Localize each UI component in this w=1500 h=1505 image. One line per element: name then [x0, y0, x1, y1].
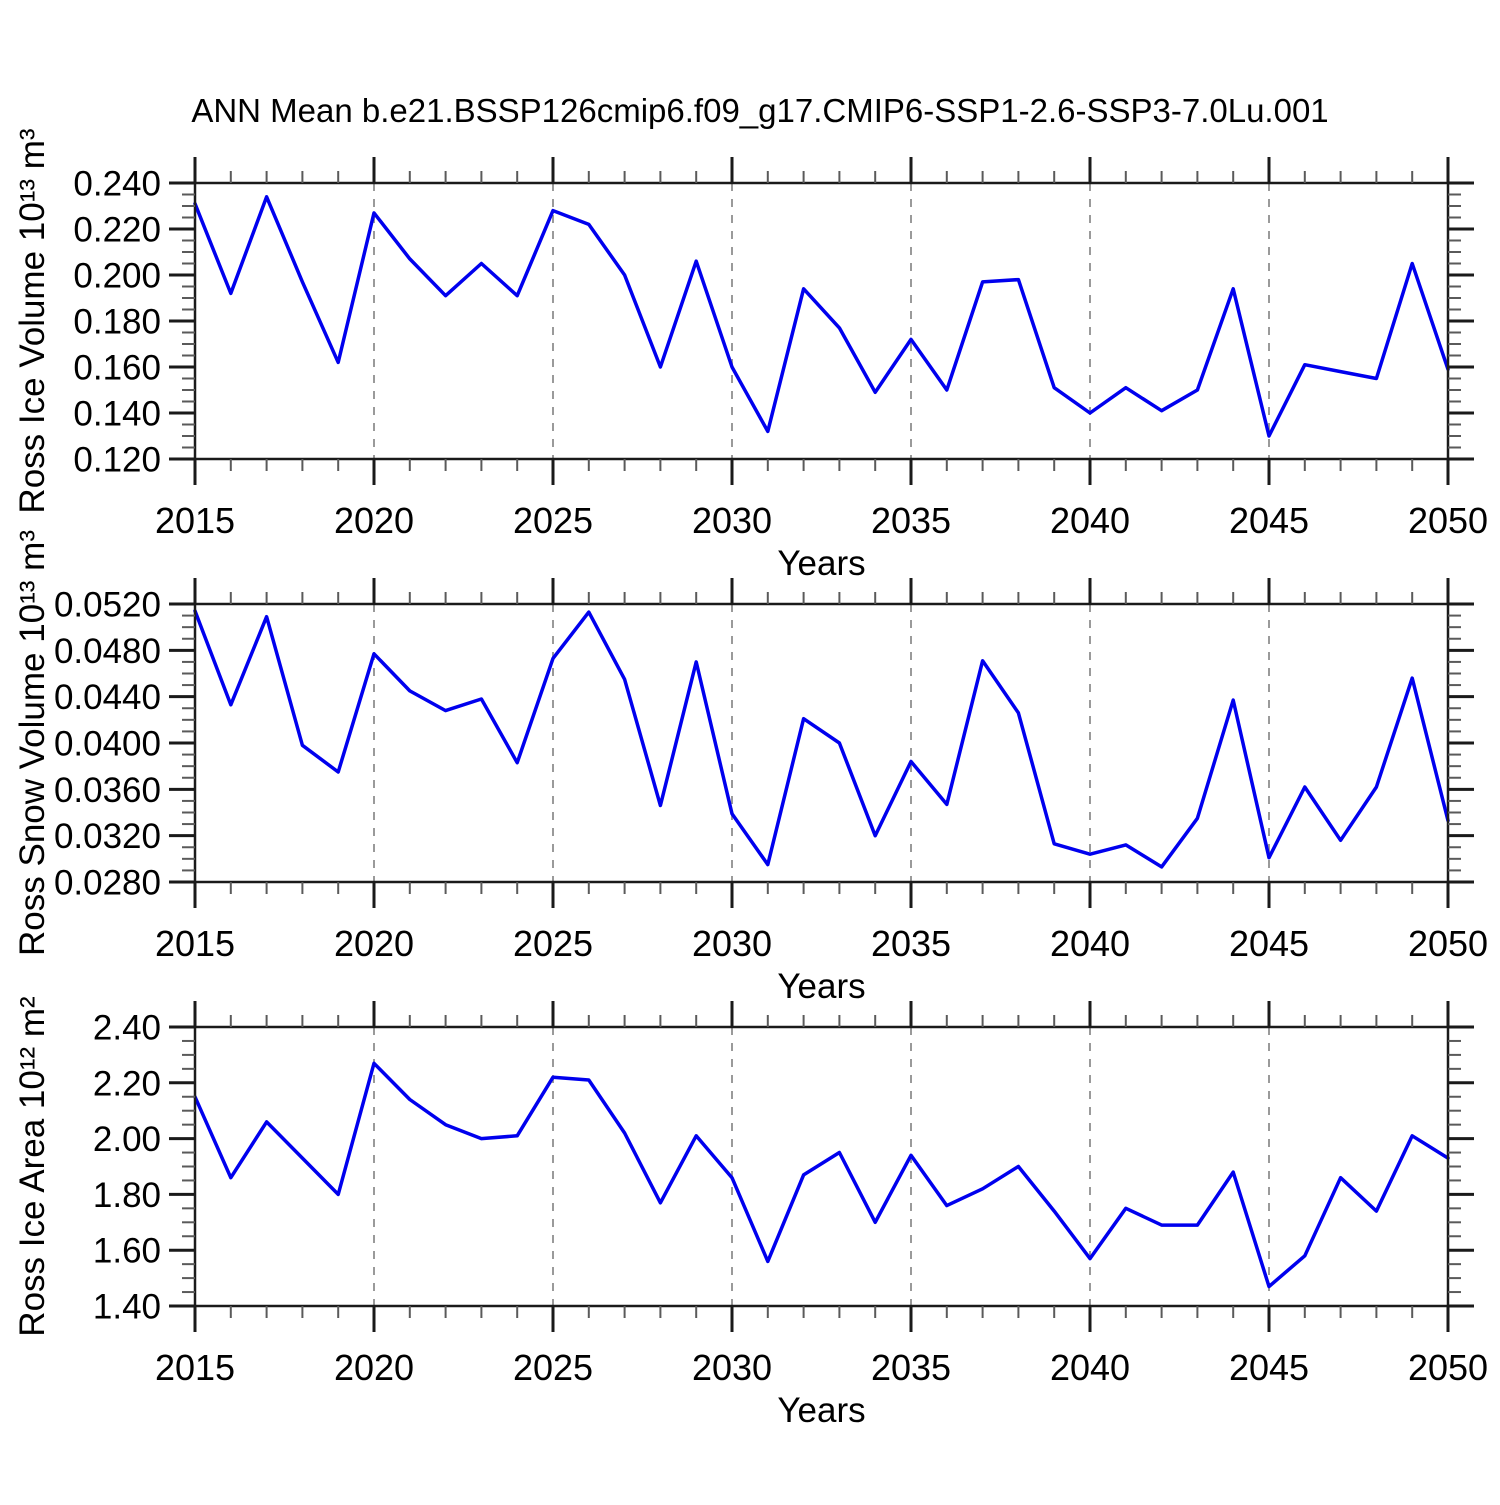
x-tick-labels-group: 2015 2020 2025 2030 2035 2040 2045 2050 — [155, 1347, 1488, 1388]
y-tick-label: 1.80 — [93, 1176, 161, 1215]
x-tick-label: 2050 — [1408, 923, 1488, 964]
y-tick-label: 0.0320 — [54, 817, 161, 856]
y-tick-label: 0.0440 — [54, 678, 161, 717]
x-tick-label: 2035 — [871, 923, 951, 964]
y-tick-label: 2.00 — [93, 1120, 161, 1159]
x-tick-label: 2045 — [1229, 923, 1309, 964]
gridlines-group — [373, 1027, 1270, 1306]
x-tick-label: 2040 — [1050, 500, 1130, 541]
y-tick-label: 0.160 — [73, 349, 161, 388]
y-ticks-group — [169, 1025, 1474, 1308]
x-tick-labels-group: 2015 2020 2025 2030 2035 2040 2045 2050 — [155, 923, 1488, 964]
x-axis-label: Years — [777, 967, 865, 1006]
y-axis-label: Ross Snow Volume 10¹³ m³ — [13, 530, 52, 956]
x-ticks-group — [193, 578, 1450, 908]
x-tick-label: 2025 — [513, 500, 593, 541]
x-tick-label: 2035 — [871, 500, 951, 541]
gridlines-group — [373, 183, 1270, 459]
y-tick-label: 0.200 — [73, 257, 161, 296]
plot-frame — [193, 1025, 1450, 1308]
y-tick-labels-group: 2.40 2.20 2.00 1.80 1.60 1.40 — [93, 1009, 161, 1327]
y-tick-label: 0.120 — [73, 441, 161, 480]
x-tick-label: 2040 — [1050, 923, 1130, 964]
x-tick-label: 2015 — [155, 1347, 235, 1388]
data-line — [193, 195, 1450, 438]
y-tick-label: 0.240 — [73, 165, 161, 204]
plot-frame — [193, 602, 1450, 884]
x-tick-labels-group: 2015 2020 2025 2030 2035 2040 2045 2050 — [155, 500, 1488, 541]
x-tick-label: 2015 — [155, 500, 235, 541]
data-line — [193, 609, 1450, 869]
x-tick-label: 2050 — [1408, 500, 1488, 541]
y-tick-label: 0.0280 — [54, 864, 161, 903]
y-tick-labels-group: 0.240 0.220 0.200 0.180 0.160 0.140 0.120 — [73, 165, 161, 480]
chart-ross-snow-volume: 2015 2020 2025 2030 2035 2040 2045 20500.05200.… — [13, 530, 1488, 1006]
x-tick-label: 2035 — [871, 1347, 951, 1388]
y-tick-labels-group: 0.0520 0.0480 0.0440 0.0400 0.0360 0.0320 0.02… — [54, 586, 161, 903]
x-axis-label: Years — [777, 1391, 865, 1430]
y-tick-label: 0.180 — [73, 303, 161, 342]
y-ticks-group — [169, 181, 1474, 461]
y-axis-label: Ross Ice Volume 10¹³ m³ — [13, 128, 52, 513]
y-tick-label: 2.40 — [93, 1009, 161, 1048]
x-ticks-group — [193, 157, 1450, 485]
x-tick-label: 2045 — [1229, 1347, 1309, 1388]
y-tick-label: 0.220 — [73, 211, 161, 250]
y-tick-label: 0.0400 — [54, 725, 161, 764]
y-tick-label: 1.60 — [93, 1232, 161, 1271]
x-tick-label: 2040 — [1050, 1347, 1130, 1388]
x-tick-label: 2030 — [692, 923, 772, 964]
gridlines-group — [373, 604, 1270, 882]
x-ticks-group — [193, 1001, 1450, 1332]
y-tick-label: 1.40 — [93, 1288, 161, 1327]
x-tick-label: 2020 — [334, 1347, 414, 1388]
data-line — [193, 1061, 1450, 1289]
y-axis-label: Ross Ice Area 10¹² m² — [13, 996, 52, 1336]
x-axis-label: Years — [777, 544, 865, 583]
figure-title: ANN Mean b.e21.BSSP126cmip6.f09_g17.CMIP… — [191, 92, 1328, 129]
x-tick-label: 2015 — [155, 923, 235, 964]
charts-group: 2015 2020 2025 2030 2035 2040 2045 20500.2400.2… — [13, 128, 1488, 1430]
y-tick-label: 0.140 — [73, 395, 161, 434]
chart-ross-ice-volume: 2015 2020 2025 2030 2035 2040 2045 20500.2400.2… — [13, 128, 1488, 583]
x-tick-label: 2020 — [334, 500, 414, 541]
y-tick-label: 0.0360 — [54, 771, 161, 810]
chart-ross-ice-area: 2015 2020 2025 2030 2035 2040 2045 2050 2.40 2.20… — [13, 996, 1488, 1430]
x-tick-label: 2050 — [1408, 1347, 1488, 1388]
x-tick-label: 2045 — [1229, 500, 1309, 541]
y-tick-label: 0.0480 — [54, 632, 161, 671]
x-tick-label: 2025 — [513, 923, 593, 964]
y-tick-label: 2.20 — [93, 1064, 161, 1103]
x-tick-label: 2030 — [692, 1347, 772, 1388]
x-tick-label: 2030 — [692, 500, 772, 541]
y-tick-label: 0.0520 — [54, 586, 161, 625]
x-tick-label: 2020 — [334, 923, 414, 964]
x-tick-label: 2025 — [513, 1347, 593, 1388]
y-ticks-group — [169, 602, 1474, 884]
